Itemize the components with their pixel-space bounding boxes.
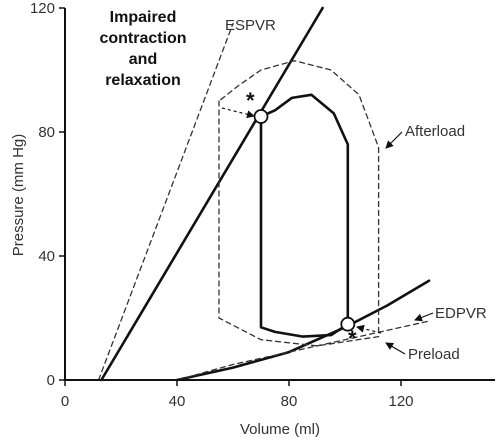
x-tick-label: 40 [169, 393, 186, 410]
x-tick-label: 80 [281, 393, 298, 410]
impaired-label-line-2: contraction [99, 30, 186, 47]
afterload-arrow [385, 131, 403, 149]
pv-loop-solid-line [259, 93, 350, 338]
espvr-dashed-line [97, 22, 234, 381]
y-tick-label: 40 [38, 248, 55, 265]
y-tick-label: 80 [38, 124, 55, 141]
end-diastolic-point-marker [340, 316, 356, 332]
impaired-label-line-4: relaxation [105, 72, 181, 89]
impaired-label-line-1: Impaired [110, 9, 177, 26]
espvr-solid-line [100, 6, 324, 382]
edp-shift-arrow [356, 324, 382, 334]
edpvr-arrow [414, 312, 434, 322]
marker-points [253, 109, 356, 332]
x-axis-title: Volume (ml) [240, 421, 320, 438]
preload-label: Preload [408, 346, 460, 363]
end-systolic-point-marker [253, 109, 269, 124]
end-diastolic-star: * [348, 326, 357, 351]
y-tick-label: 0 [47, 372, 55, 389]
plot-lines [97, 6, 431, 382]
x-tick-label: 120 [388, 393, 413, 410]
impaired-label-line-3: and [129, 51, 157, 68]
end-systolic-star: * [246, 88, 255, 113]
edpvr-solid-line [175, 279, 431, 382]
x-tick-label: 0 [61, 393, 69, 410]
y-axis-title: Pressure (mm Hg) [10, 134, 27, 257]
preload-arrow [385, 342, 406, 355]
edpvr-label: EDPVR [435, 305, 487, 322]
y-tick-label: 120 [30, 0, 55, 17]
afterload-label: Afterload [405, 123, 465, 140]
axis-ticks: 0 40 80 120 0 40 80 120 [30, 0, 414, 410]
espvr-label: ESPVR [225, 17, 276, 34]
pv-loop-dashed-line [218, 60, 380, 347]
